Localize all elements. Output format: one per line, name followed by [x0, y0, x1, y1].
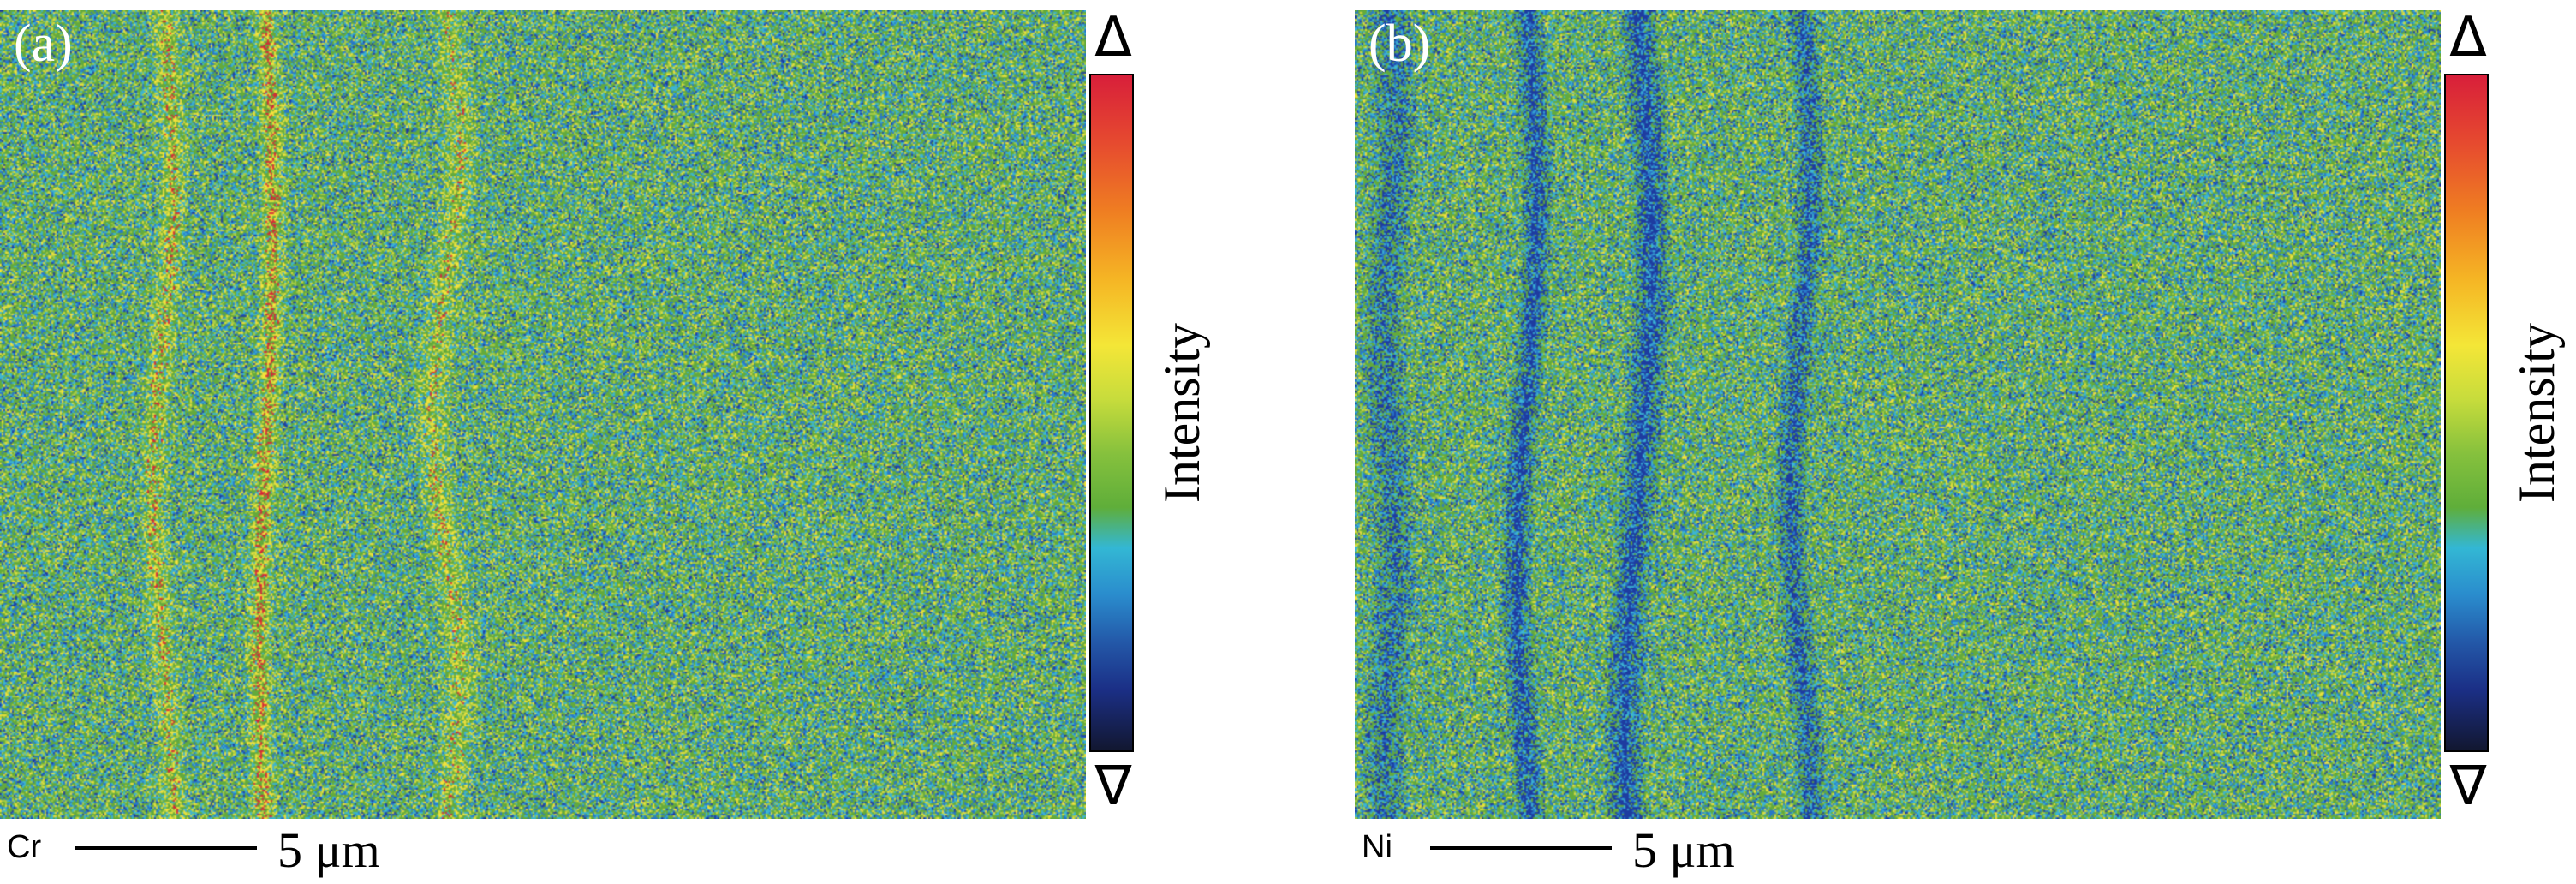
- intensity-colorbar: [1089, 74, 1134, 752]
- panel-label: (a): [14, 15, 73, 73]
- ni-map-canvas: [1355, 10, 2441, 819]
- cr-elemental-map-image: [0, 10, 1086, 819]
- colorbar-label: Intensity: [2508, 323, 2565, 503]
- colorbar-min-icon: ∇: [2449, 755, 2487, 818]
- scale-bar: Ni 5 μm: [1362, 824, 1961, 875]
- panel-a-cr-map: (a) Cr 5 μm Δ ∇ Intensity: [0, 0, 1259, 884]
- colorbar-max-icon: Δ: [2449, 6, 2487, 69]
- scale-bar-text: 5 μm: [277, 822, 380, 878]
- colorbar-label: Intensity: [1154, 323, 1210, 503]
- scale-bar-line: [75, 846, 257, 850]
- cr-map-canvas: [0, 10, 1086, 819]
- scale-bar-line: [1430, 846, 1612, 850]
- element-symbol: Cr: [7, 829, 42, 865]
- panel-label: (b): [1368, 15, 1431, 73]
- panel-b-ni-map: (b) Ni 5 μm Δ ∇ Intensity: [1355, 0, 2576, 884]
- scale-bar: Cr 5 μm: [7, 824, 606, 875]
- colorbar-max-icon: Δ: [1094, 6, 1132, 69]
- ni-elemental-map-image: [1355, 10, 2441, 819]
- colorbar-min-icon: ∇: [1094, 755, 1132, 818]
- intensity-colorbar: [2444, 74, 2489, 752]
- element-symbol: Ni: [1362, 829, 1392, 865]
- scale-bar-text: 5 μm: [1632, 822, 1735, 878]
